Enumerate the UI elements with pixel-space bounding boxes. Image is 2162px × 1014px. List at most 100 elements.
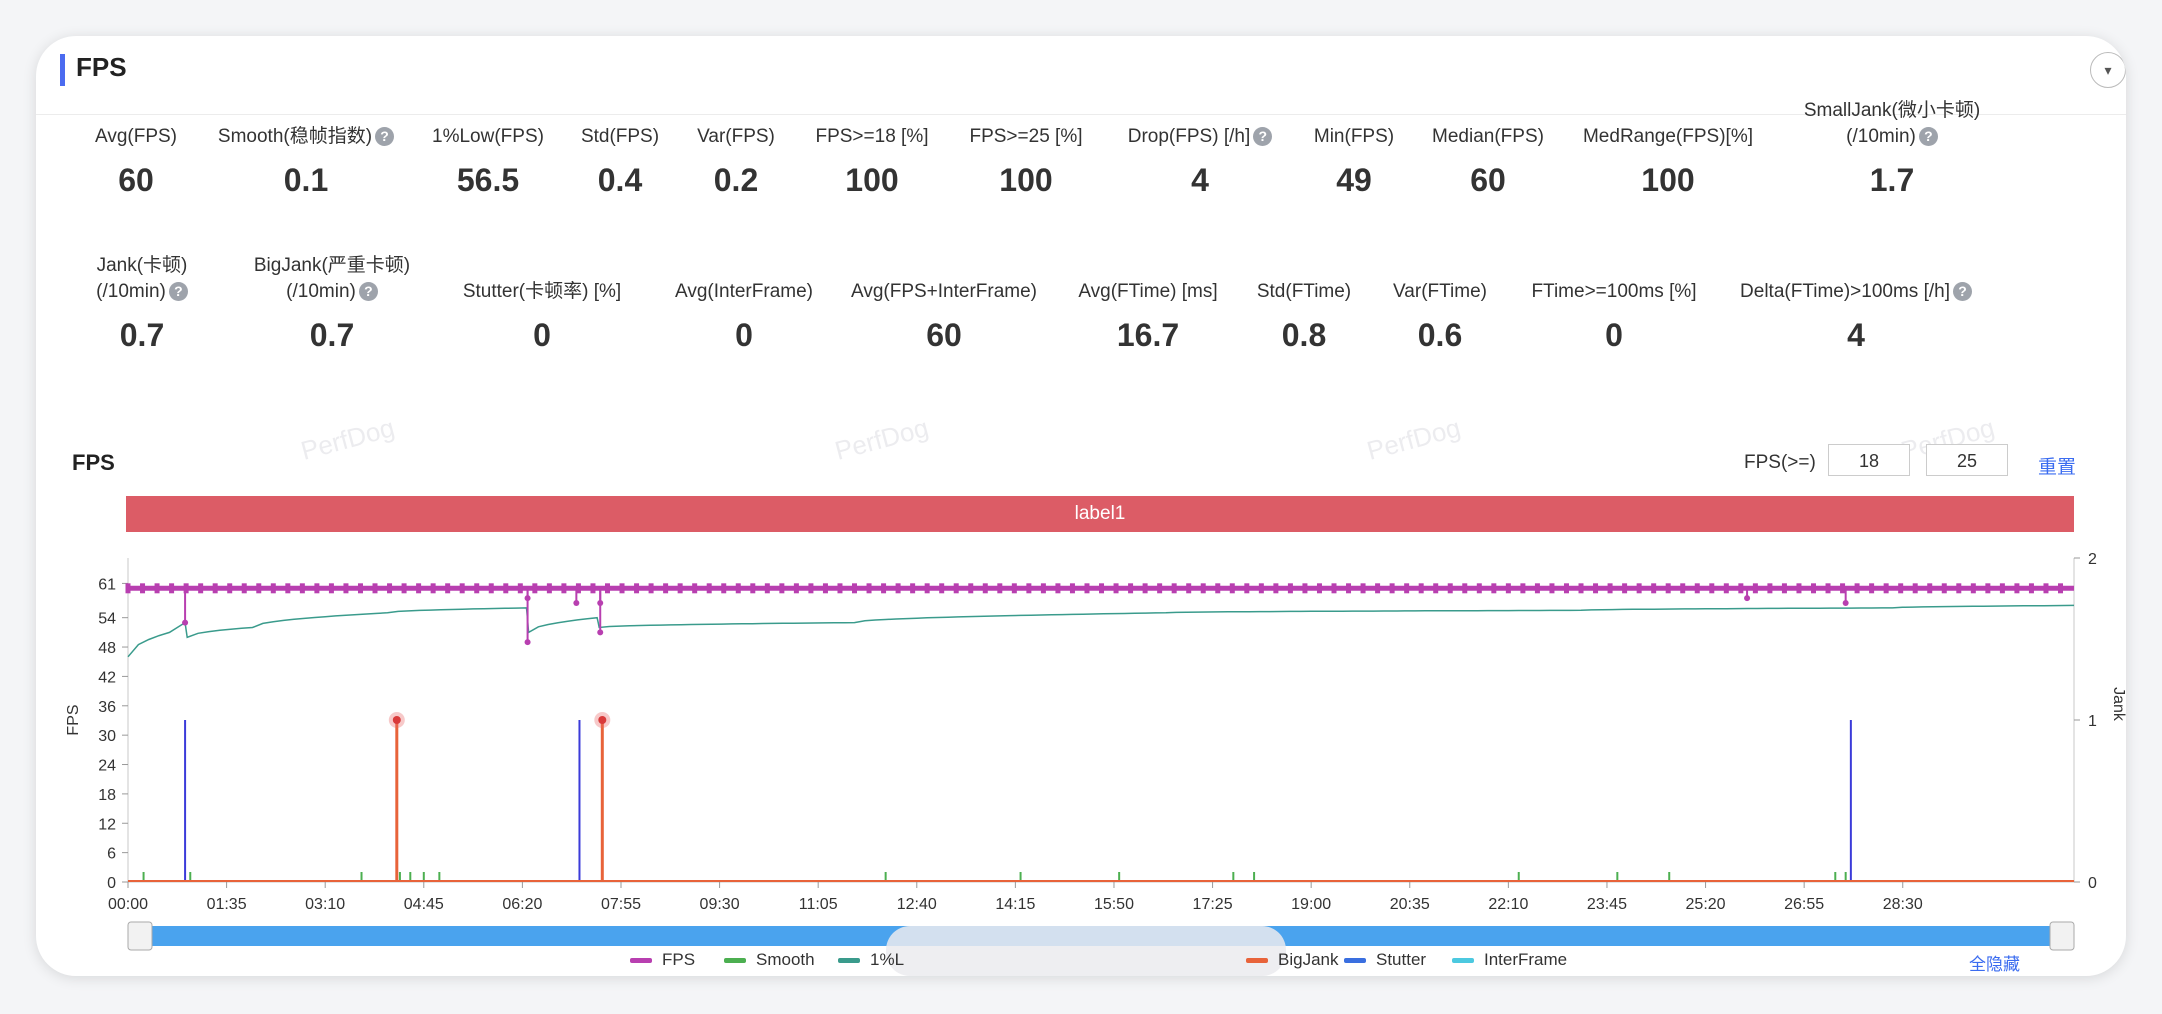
y-tick-label: 30 [98, 728, 116, 745]
fps-marker [1810, 583, 1816, 594]
hide-all-button[interactable]: 全隐藏 [1969, 955, 2020, 974]
y-tick-label: 18 [98, 787, 116, 804]
metric-label-text: BigJank(严重卡顿) [253, 255, 411, 276]
fps-marker [401, 583, 407, 594]
fps-marker [1069, 583, 1075, 594]
fps-marker [1389, 583, 1395, 594]
help-icon[interactable]: ? [375, 127, 395, 147]
fps-marker [822, 583, 828, 594]
metric-value: 0.4 [597, 162, 643, 198]
fps-marker [1767, 583, 1773, 594]
fps-marker [430, 583, 436, 594]
help-icon[interactable]: ? [1918, 127, 1938, 147]
metric-label: SmallJank(微小卡顿) (/10min)? [1762, 98, 2022, 150]
title-accent-bar [60, 54, 65, 86]
metric-medrange-fps: MedRange(FPS)[%] 100 [1538, 124, 1798, 199]
fps-threshold-input-1[interactable]: 18 [1828, 444, 1910, 476]
metric-label-text: Avg(FPS+InterFrame) [850, 281, 1037, 302]
fps-dip-point [524, 639, 531, 646]
fps-marker [779, 583, 785, 594]
legend-item-interframe[interactable]: InterFrame [1452, 950, 1567, 970]
legend-item-smooth[interactable]: Smooth [724, 950, 815, 970]
zoom-slider-left-handle[interactable] [127, 921, 153, 951]
fps-marker [1113, 583, 1119, 594]
fps-marker [1912, 583, 1918, 594]
fps-marker [241, 583, 247, 594]
fps-marker [488, 583, 494, 594]
fps-marker [1505, 583, 1511, 594]
metric-label-unit: (/10min) [1846, 126, 1916, 147]
help-icon[interactable]: ? [168, 282, 188, 302]
fps-marker [1040, 583, 1046, 594]
collapse-icon[interactable]: ▾ [2090, 52, 2126, 88]
legend-item-bigjank[interactable]: BigJank [1246, 950, 1338, 970]
legend-item-fps[interactable]: FPS [630, 950, 695, 970]
metric-label-text: 1%Low(FPS) [432, 126, 544, 147]
metric-delta-ftime-100ms-h: Delta(FTime)>100ms [/h]? 4 [1726, 279, 1986, 354]
fps-marker [968, 583, 974, 594]
legend-label: 1%L [870, 950, 905, 969]
y-tick-label: 24 [98, 758, 116, 775]
y2-tick-label: 0 [2088, 875, 2097, 892]
fps-marker [1563, 583, 1569, 594]
legend-item-stutter[interactable]: Stutter [1344, 950, 1426, 970]
metric-avg-ftime-ms: Avg(FTime) [ms] 16.7 [1018, 279, 1278, 354]
x-tick-label: 17:25 [1193, 896, 1233, 913]
metric-min-fps: Min(FPS) 49 [1224, 124, 1484, 199]
fps-marker [982, 583, 988, 594]
label-band[interactable]: label1 [126, 496, 2074, 532]
metric-smalljank: SmallJank(微小卡顿) (/10min)? 1.7 [1762, 98, 2022, 199]
metric-label-text: FTime>=100ms [%] [1531, 281, 1697, 302]
y-tick-label: 48 [98, 640, 116, 657]
y2-axis-title: Jank [2110, 687, 2126, 722]
panel-title: FPS [76, 52, 127, 82]
metric-value: 16.7 [1116, 317, 1180, 353]
fps-marker [604, 583, 610, 594]
x-tick-label: 28:30 [1883, 896, 1923, 913]
fps-marker [837, 583, 843, 594]
metric-label: Var(FTime) [1310, 279, 1570, 305]
fps-marker [328, 583, 334, 594]
legend-label: Smooth [756, 950, 815, 969]
fps-dip-point [597, 599, 604, 606]
y-axis-title: FPS [65, 704, 82, 735]
metric-value: 60 [926, 317, 962, 353]
metric-std-fps: Std(FPS) 0.4 [490, 124, 750, 199]
fps-marker [1985, 583, 1991, 594]
fps-marker [575, 583, 581, 594]
fps-dip-point [1744, 595, 1751, 602]
blur-overlay [886, 926, 1286, 976]
help-icon[interactable]: ? [1952, 282, 1972, 302]
fps-marker [1258, 583, 1264, 594]
help-icon[interactable]: ? [1253, 127, 1273, 147]
fps-marker [1360, 583, 1366, 594]
fps-marker [1738, 583, 1744, 594]
fps-marker [590, 583, 596, 594]
fps-marker [1476, 583, 1482, 594]
metric-median-fps: Median(FPS) 60 [1358, 124, 1618, 199]
metric-label: Min(FPS) [1224, 124, 1484, 150]
fps-dip-point [1842, 599, 1849, 606]
metric-label-text: Stutter(卡顿率) [%] [462, 281, 622, 302]
fps-marker [1273, 583, 1279, 594]
fps-marker [1723, 583, 1729, 594]
legend-item-1-l[interactable]: 1%L [838, 950, 904, 970]
x-tick-label: 06:20 [502, 896, 542, 913]
metric-label: Avg(FTime) [ms] [1018, 279, 1278, 305]
fps-marker [997, 583, 1003, 594]
fps-marker [503, 583, 509, 594]
x-tick-label: 25:20 [1686, 896, 1726, 913]
metric-label: BigJank(严重卡顿) (/10min)? [202, 253, 462, 305]
metric-label: Delta(FTime)>100ms [/h]? [1726, 279, 1986, 305]
fps-threshold-input-2[interactable]: 25 [1926, 444, 2008, 476]
fps-marker [1665, 583, 1671, 594]
metric-fps-18: FPS>=18 [%] 100 [742, 124, 1002, 199]
help-icon[interactable]: ? [358, 282, 378, 302]
fps-marker [1840, 583, 1846, 594]
fps-marker [1128, 583, 1134, 594]
reset-button[interactable]: 重置 [2038, 457, 2077, 478]
fps-marker [517, 583, 523, 594]
metric-label-text: Median(FPS) [1432, 126, 1544, 147]
zoom-slider-right-handle[interactable] [2049, 921, 2075, 951]
fps-marker [1011, 583, 1017, 594]
